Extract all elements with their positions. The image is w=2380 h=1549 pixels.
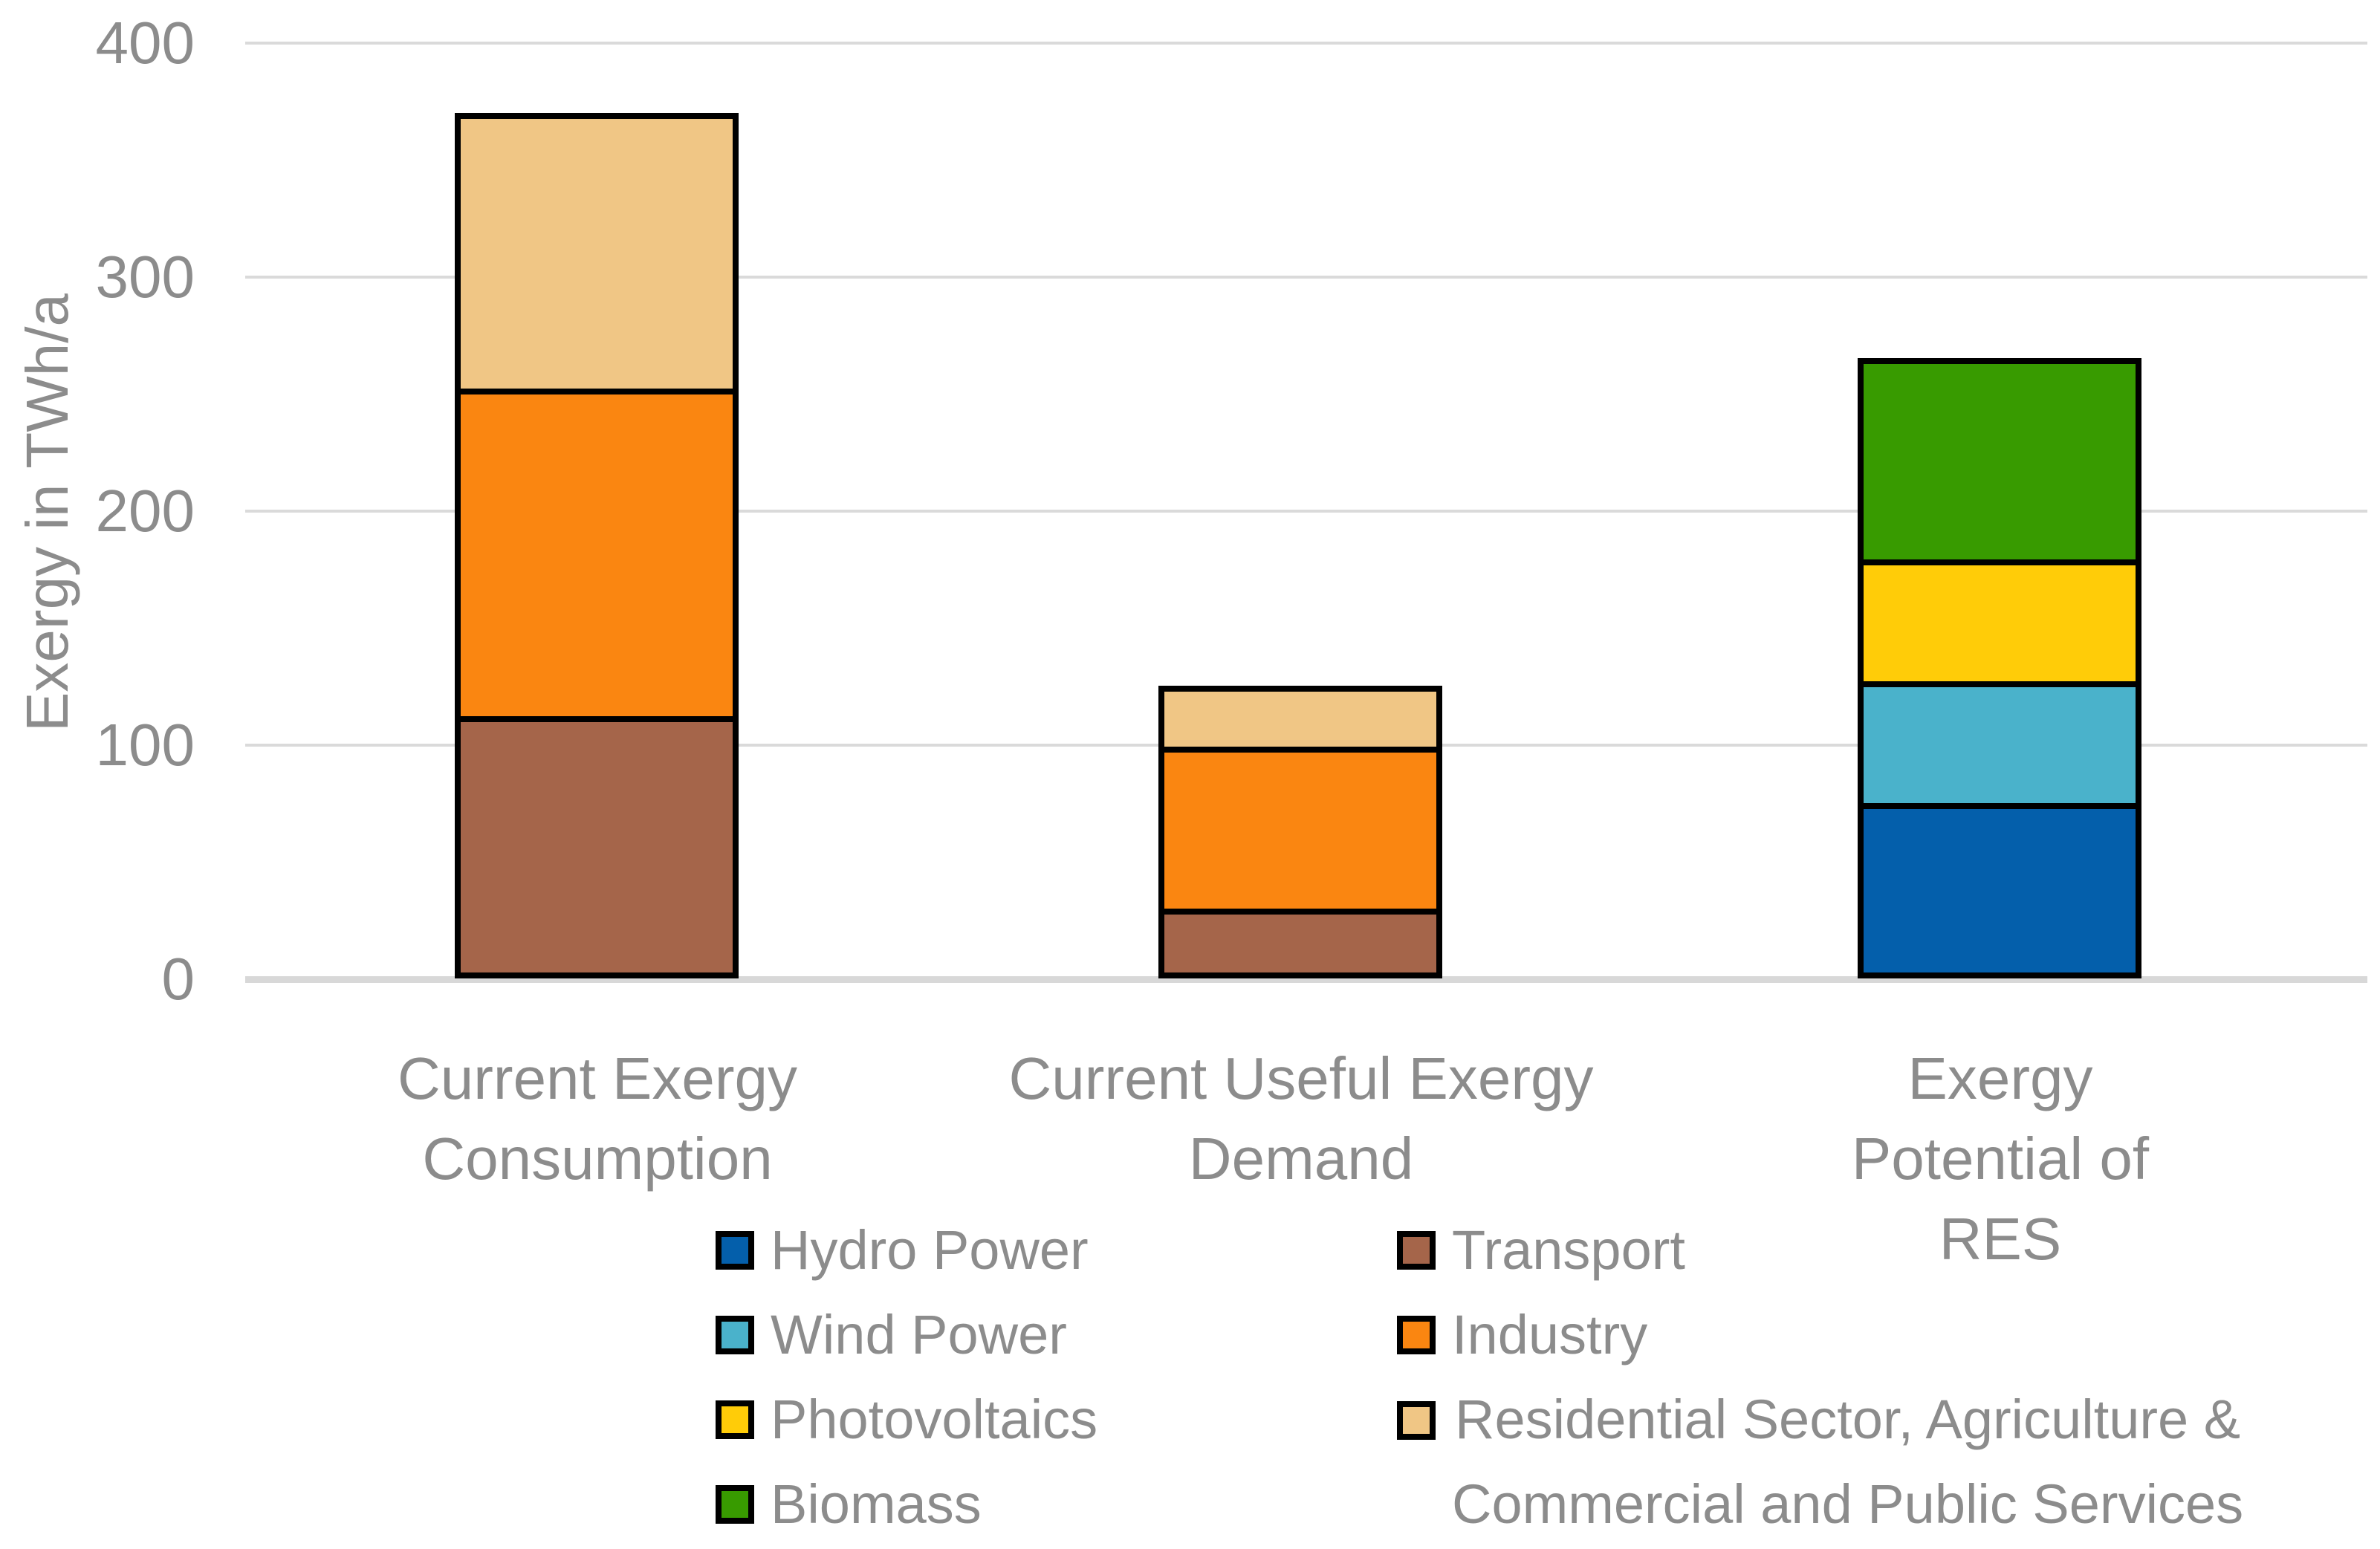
bar-segment-photovoltaics	[1858, 559, 2141, 687]
legend-label: Hydro Power	[771, 1219, 1089, 1281]
y-tick-label: 100	[95, 712, 195, 778]
legend-item-transport: Transport	[1397, 1208, 2243, 1293]
legend-column-right: Transport Industry Residential Sector, A…	[1397, 1208, 2243, 1547]
bar-segment-industry	[455, 389, 739, 723]
legend-item-photovoltaics: Photovoltaics	[716, 1377, 1097, 1462]
legend-swatch-icon	[716, 1400, 754, 1439]
category-label: Current Exergy Consumption	[398, 1045, 797, 1192]
legend-label: Biomass	[771, 1473, 982, 1535]
x-axis-line	[245, 976, 2367, 983]
gridline-400	[245, 42, 2367, 45]
category-label: Exergy Potential of RES	[1851, 1045, 2150, 1272]
legend-swatch-icon	[1397, 1231, 1436, 1270]
bar-segment-residential-sector	[1158, 686, 1442, 753]
bar-segment-biomass	[1858, 358, 2141, 566]
bar-current-exergy-consumption	[455, 112, 739, 978]
legend-column-left: Hydro Power Wind Power Photovoltaics Bio…	[716, 1208, 1097, 1547]
bar-segment-industry	[1158, 747, 1442, 915]
legend-label: Residential Sector, Agriculture & Commer…	[1452, 1389, 2244, 1535]
legend-item-hydro-power: Hydro Power	[716, 1208, 1097, 1293]
legend-item-biomass: Biomass	[716, 1462, 1097, 1547]
legend-swatch-icon	[716, 1485, 754, 1524]
bar-segment-residential-sector	[455, 112, 739, 395]
gridline-300	[245, 276, 2367, 279]
y-tick-label: 300	[95, 244, 195, 310]
gridline-200	[245, 510, 2367, 513]
legend-label: Wind Power	[771, 1304, 1067, 1365]
bar-segment-hydro-power	[1858, 802, 2141, 978]
bar-current-useful-exergy-demand	[1158, 686, 1442, 978]
legend-swatch-icon	[716, 1231, 754, 1270]
legend-label: Transport	[1452, 1219, 1685, 1281]
legend-item-residential-sector: Residential Sector, Agriculture & Commer…	[1397, 1377, 2243, 1547]
legend-swatch-icon	[1397, 1401, 1436, 1440]
bar-segment-transport	[1158, 908, 1442, 978]
legend-swatch-icon	[1397, 1316, 1436, 1354]
y-tick-label: 0	[161, 946, 195, 1012]
legend-item-industry: Industry	[1397, 1293, 2243, 1377]
category-label: Current Useful Exergy Demand	[1008, 1045, 1594, 1192]
y-tick-label: 400	[95, 10, 195, 76]
bar-segment-transport	[455, 716, 739, 978]
legend-item-wind-power: Wind Power	[716, 1293, 1097, 1377]
legend-label: Photovoltaics	[771, 1389, 1098, 1450]
y-axis-title: Exergy in TWh/a	[14, 293, 80, 732]
bar-segment-wind-power	[1858, 681, 2141, 809]
legend-label: Industry	[1452, 1304, 1648, 1365]
y-tick-label: 200	[95, 478, 195, 544]
bar-exergy-potential-of-res	[1858, 358, 2141, 978]
legend-swatch-icon	[716, 1316, 754, 1354]
